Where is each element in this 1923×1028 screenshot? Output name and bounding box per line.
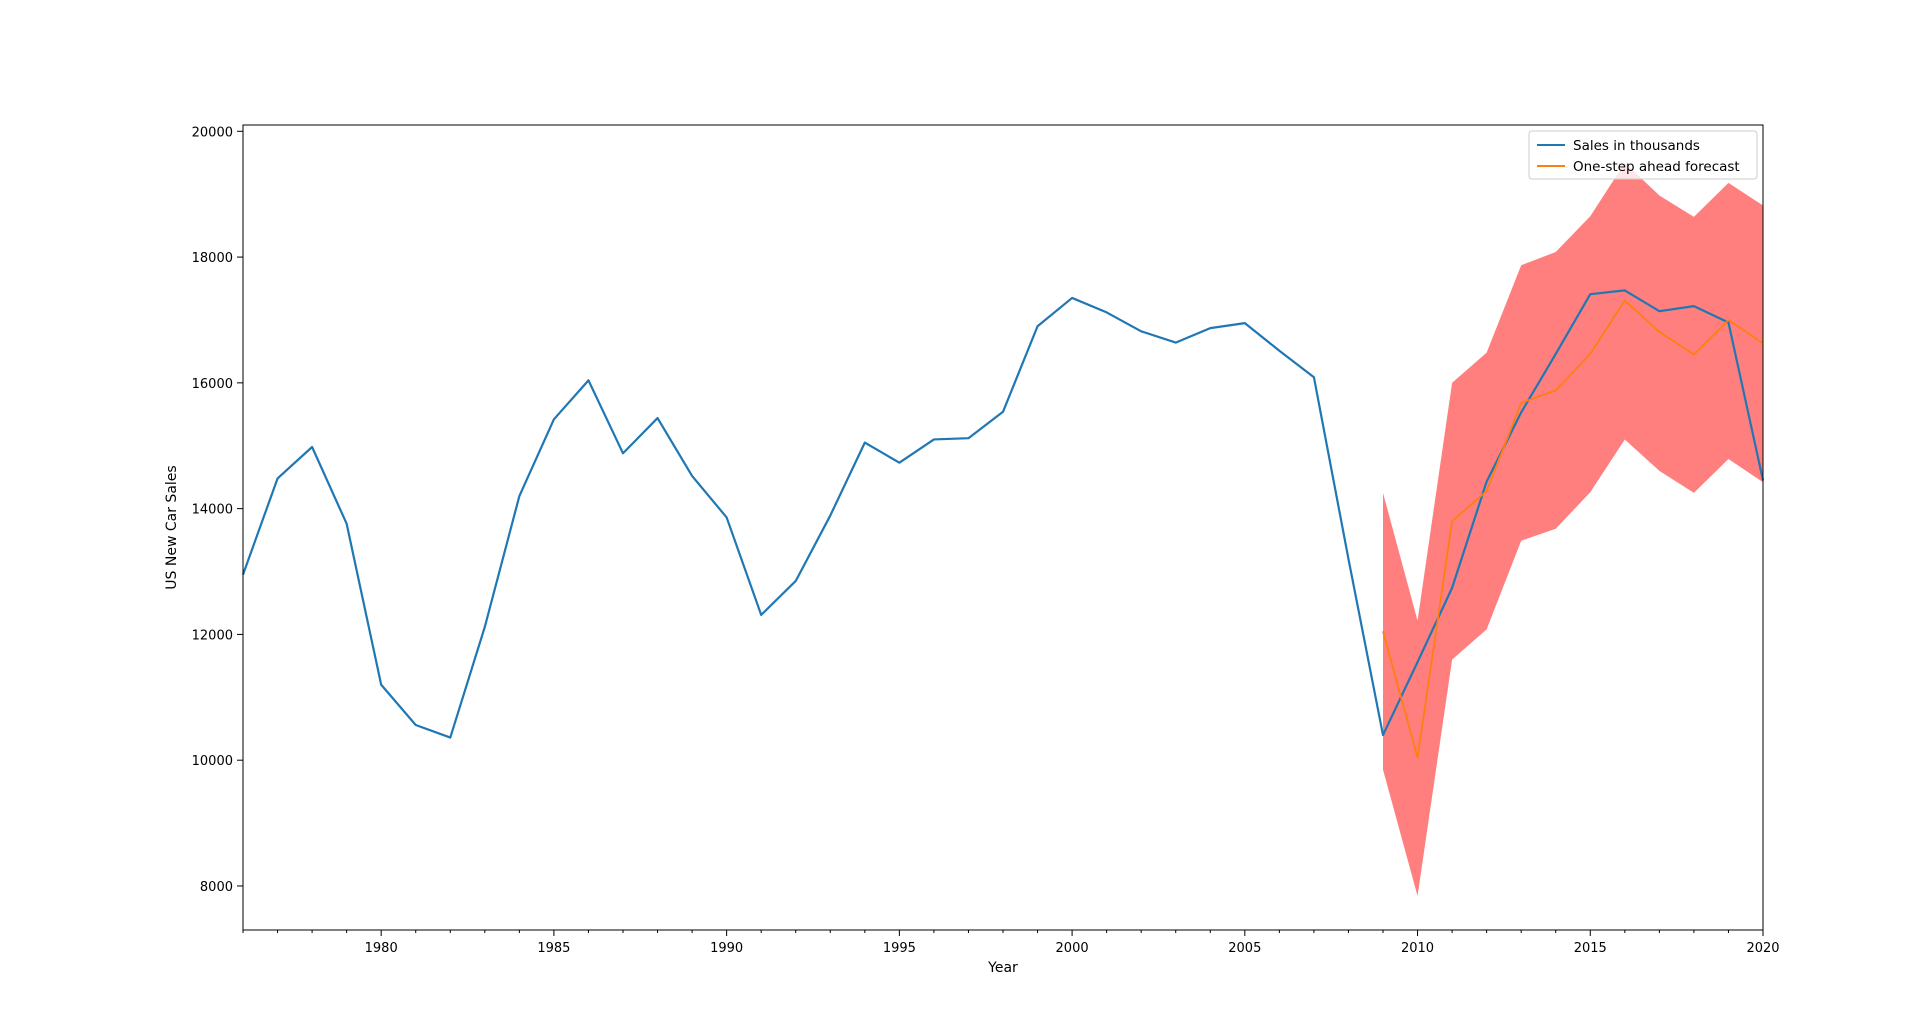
legend-entry-sales: Sales in thousands xyxy=(1573,138,1700,154)
legend: Sales in thousands One-step ahead foreca… xyxy=(1528,130,1758,180)
x-tick-label-2005: 2005 xyxy=(1228,941,1261,956)
legend-entry-forecast: One-step ahead forecast xyxy=(1573,159,1740,175)
x-tick-label-1995: 1995 xyxy=(883,941,916,956)
x-tick-label-2020: 2020 xyxy=(1746,941,1779,956)
x-tick-label-2000: 2000 xyxy=(1056,941,1089,956)
confidence-band-layer xyxy=(1383,162,1763,897)
y-tick-label-14000: 14000 xyxy=(192,503,233,518)
y-axis: 8000 10000 12000 14000 16000 18000 20000 xyxy=(192,125,243,895)
points-layer xyxy=(242,290,1764,758)
confidence-band xyxy=(1383,162,1763,897)
y-tick-label-18000: 18000 xyxy=(192,251,233,266)
x-axis: 1980 1985 1990 1995 2000 2005 2010 2015 2020 xyxy=(242,930,1780,956)
y-axis-label: US New Car Sales xyxy=(164,465,180,589)
series-line-forecast xyxy=(1382,299,1764,759)
y-tick-label-16000: 16000 xyxy=(192,377,233,392)
x-tick-label-2015: 2015 xyxy=(1574,941,1607,956)
legend-box xyxy=(1528,130,1758,180)
y-tick-label-20000: 20000 xyxy=(192,125,233,140)
x-axis-label: Year xyxy=(987,960,1018,976)
y-tick-label-10000: 10000 xyxy=(192,754,233,769)
x-tick-label-2010: 2010 xyxy=(1401,941,1434,956)
x-tick-label-1990: 1990 xyxy=(710,941,743,956)
y-tick-label-12000: 12000 xyxy=(192,628,233,643)
x-tick-label-1980: 1980 xyxy=(365,941,398,956)
x-tick-label-1985: 1985 xyxy=(537,941,570,956)
y-tick-label-8000: 8000 xyxy=(200,880,233,895)
